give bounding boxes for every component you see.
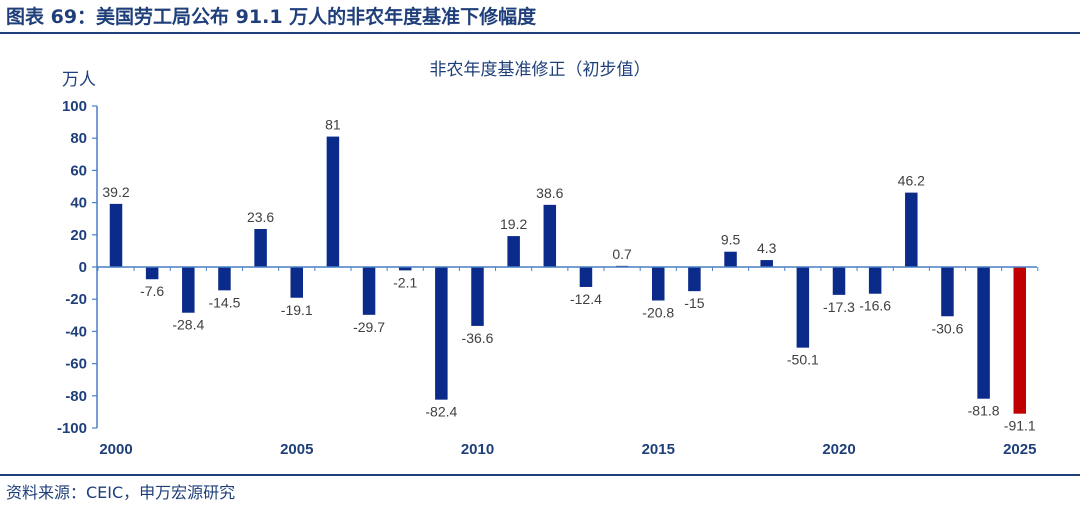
- y-tick-label: 20: [70, 227, 87, 244]
- bar-2009: [435, 267, 448, 400]
- x-tick-label-2025: 2025: [1003, 441, 1036, 458]
- x-tick-label-2005: 2005: [280, 441, 313, 458]
- data-label-2007: -29.7: [353, 319, 385, 335]
- source-note: 资料来源：CEIC，申万宏源研究: [6, 483, 236, 502]
- y-tick-label: -100: [57, 420, 87, 437]
- data-label-2008: -2.1: [393, 274, 417, 290]
- bar-2017: [724, 251, 737, 267]
- bar-2015: [652, 267, 665, 301]
- data-label-2011: 19.2: [500, 216, 527, 232]
- bar-2024: [977, 267, 990, 399]
- data-label-2003: -14.5: [208, 294, 240, 310]
- bar-2018: [760, 260, 773, 267]
- bar-2012: [543, 204, 557, 267]
- data-label-2025: -91.1: [1004, 418, 1036, 434]
- bar-2022: [905, 192, 918, 267]
- bar-2019: [796, 267, 810, 348]
- bars: 39.2 -7.6 -28.4-14.5 23.6 -19.1 81 -29.7 -2.1 -8…: [102, 117, 1036, 434]
- data-label-2005: -19.1: [281, 302, 313, 318]
- bar-2007: [362, 267, 376, 315]
- y-tick-label: 80: [70, 130, 87, 147]
- bar-2002: [182, 267, 195, 313]
- data-label-2024: -81.8: [968, 403, 1000, 419]
- data-label-2010: -36.6: [462, 330, 494, 346]
- bar-2016: [688, 267, 701, 292]
- data-label-2019: -50.1: [787, 352, 819, 368]
- bar-2003: [218, 267, 231, 291]
- x-axis: 2000 2005 2010 2015 2020 2025: [97, 266, 1039, 458]
- header-rule: [0, 32, 1080, 34]
- y-tick-label: -40: [65, 323, 87, 340]
- y-tick-label: -20: [65, 291, 87, 308]
- bar-2010: [471, 267, 484, 326]
- y-tick-label: 40: [70, 195, 87, 212]
- bar-2021: [868, 267, 882, 294]
- bar-2008: [398, 267, 412, 271]
- x-tick-label-2020: 2020: [822, 441, 855, 458]
- y-tick-label: 60: [70, 162, 87, 179]
- data-label-2013: -12.4: [570, 291, 602, 307]
- data-label-2002: -28.4: [172, 317, 204, 333]
- bar-2001: [145, 267, 159, 280]
- data-label-2018: 4.3: [757, 240, 777, 256]
- bar-2023: [941, 267, 954, 317]
- y-axis: 100 80 60 40 20 0 -20 -40 -60 -80 -100: [57, 98, 98, 437]
- data-label-2001: -7.6: [140, 283, 164, 299]
- y-axis-unit: 万人: [62, 70, 96, 90]
- data-label-2004: 23.6: [247, 209, 274, 225]
- bar-2005: [290, 267, 303, 298]
- data-label-2023: -30.6: [931, 320, 963, 336]
- chart-title: 非农年度基准修正（初步值）: [430, 60, 651, 80]
- bar-2006: [326, 136, 340, 267]
- bar-2025: [1013, 267, 1026, 414]
- data-label-2000: 39.2: [102, 184, 129, 200]
- y-tick-label: -80: [65, 388, 87, 405]
- data-label-2006: 81: [325, 117, 341, 133]
- x-tick-label-2010: 2010: [461, 441, 494, 458]
- x-tick-label-2015: 2015: [642, 441, 675, 458]
- y-tick-label: -60: [65, 356, 87, 373]
- data-label-2012: 38.6: [536, 185, 563, 201]
- bar-chart: 非农年度基准修正（初步值） 万人 100 80 60 40 20 0 -20 -40 -60 -8…: [57, 60, 1039, 458]
- data-label-2014: 0.7: [612, 246, 632, 262]
- bar-2004: [254, 229, 267, 267]
- data-label-2009: -82.4: [425, 404, 457, 420]
- data-label-2017: 9.5: [721, 232, 741, 248]
- data-label-2021: -16.6: [859, 298, 891, 314]
- data-label-2022: 46.2: [898, 173, 925, 189]
- data-label-2015: -20.8: [642, 304, 674, 320]
- bar-2013: [579, 267, 593, 287]
- y-tick-label: 0: [79, 259, 87, 276]
- figure-title: 图表 69：美国劳工局公布 91.1 万人的非农年度基准下修幅度: [6, 6, 537, 28]
- bar-2011: [507, 236, 520, 267]
- footer-rule: [0, 474, 1080, 476]
- x-tick-label-2000: 2000: [99, 441, 132, 458]
- data-label-2016: -15: [684, 295, 704, 311]
- bar-2000: [109, 203, 123, 267]
- data-label-2020: -17.3: [823, 299, 855, 315]
- bar-2020: [832, 267, 846, 295]
- y-tick-label: 100: [62, 98, 87, 115]
